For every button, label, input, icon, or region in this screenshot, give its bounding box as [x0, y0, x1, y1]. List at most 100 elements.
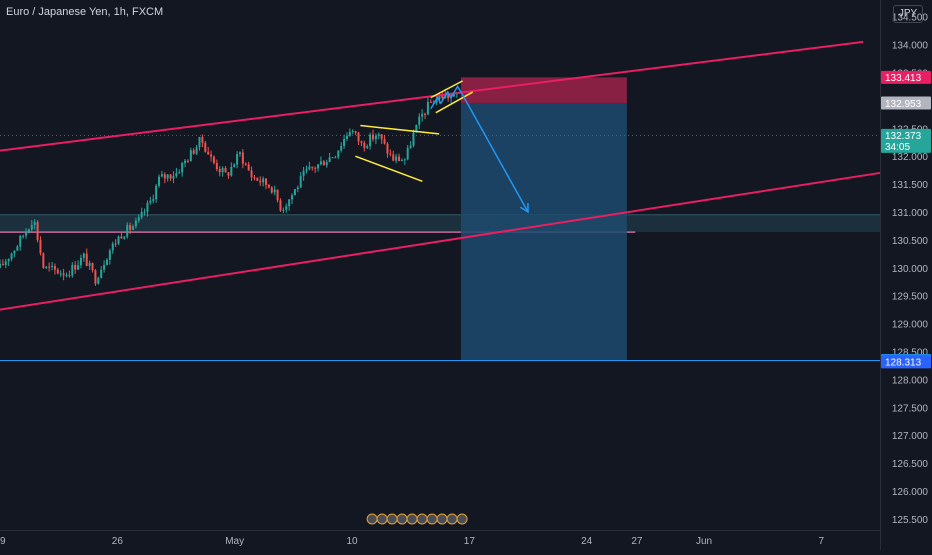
drawings-layer[interactable] [0, 40, 881, 311]
candle-body [114, 243, 117, 245]
candle-body [227, 172, 230, 176]
candle-body [103, 265, 106, 270]
wedge-lower-line[interactable] [435, 91, 474, 114]
symbol-title[interactable]: Euro / Japanese Yen, 1h, FXCM [6, 6, 164, 18]
economic-event-marker[interactable] [426, 513, 438, 525]
entry-level-badge [881, 96, 931, 110]
flag-lower-line[interactable] [355, 155, 423, 183]
price-tick-label: 130.500 [892, 236, 929, 247]
candle-body [36, 222, 39, 241]
economic-event-marker[interactable] [406, 513, 418, 525]
candle-body [62, 273, 65, 276]
candle-body [415, 124, 418, 133]
candle-body [189, 150, 192, 162]
economic-event-marker[interactable] [436, 513, 448, 525]
wedge-upper-line[interactable] [430, 80, 463, 99]
candle-body [421, 113, 424, 117]
price-tick-label: 130.000 [892, 264, 929, 275]
flag-upper-line[interactable] [360, 124, 440, 135]
candle-body [152, 199, 155, 201]
candle-body [247, 164, 250, 171]
candle-body [212, 156, 215, 164]
price-tick-label: 126.000 [892, 487, 929, 498]
candle-body [100, 269, 103, 279]
price-tick-label: 125.500 [892, 515, 929, 526]
economic-event-marker[interactable] [366, 513, 378, 525]
candle-body [435, 99, 438, 103]
candle-body [68, 275, 71, 277]
candle-body [395, 156, 398, 161]
candle-body [97, 278, 100, 284]
candles-layer [0, 88, 458, 286]
target-level-2-label: 128.313 [885, 358, 922, 369]
time-tick-label: 10 [346, 536, 358, 547]
candle-body [291, 195, 294, 200]
channel-lower-line[interactable] [0, 171, 881, 311]
time-tick-label: 27 [631, 536, 643, 547]
economic-event-marker[interactable] [386, 513, 398, 525]
candle-body [120, 236, 123, 239]
candle-body [406, 147, 409, 160]
candle-body [134, 220, 137, 227]
candle-body [334, 157, 337, 159]
candle-body [163, 174, 166, 179]
last-price-badge [881, 128, 931, 153]
candle-body [331, 157, 334, 159]
candle-body [317, 164, 320, 169]
candle-body [111, 243, 114, 251]
candle-body [314, 167, 317, 169]
take-profit-zone[interactable] [460, 103, 627, 361]
time-tick-label: 17 [464, 536, 476, 547]
candle-body [16, 246, 19, 251]
candle-body [345, 135, 348, 140]
economic-event-marker[interactable] [396, 513, 408, 525]
candle-body [348, 132, 351, 136]
time-axis-panel [0, 530, 880, 550]
candle-body [386, 143, 389, 154]
candle-body [282, 209, 285, 211]
candle-body [140, 211, 143, 218]
candle-body [65, 275, 68, 277]
candle-body [447, 93, 450, 99]
candle-body [210, 154, 213, 157]
target-level-2-badge [881, 355, 931, 369]
economic-event-marker[interactable] [416, 513, 428, 525]
price-axis[interactable]: 134.500134.000133.500133.000132.500132.0… [880, 0, 932, 550]
candle-body [380, 134, 383, 140]
candle-body [400, 160, 403, 162]
candle-body [7, 258, 10, 262]
support-zone [0, 214, 880, 233]
projection-arrow-head [519, 202, 529, 214]
economic-event-marker[interactable] [376, 513, 388, 525]
candle-body [88, 262, 91, 267]
candle-body [340, 145, 343, 151]
projection-arrow[interactable] [461, 94, 529, 213]
candle-body [267, 184, 270, 188]
events-markers[interactable] [366, 513, 468, 525]
time-axis[interactable]: 19 26 May 10 17 24 27 Jun 7 [0, 530, 880, 550]
candle-body [273, 189, 276, 193]
candle-body [233, 164, 236, 167]
candle-body [155, 185, 158, 200]
candle-body [10, 253, 13, 259]
candle-body [4, 261, 7, 266]
candle-body [132, 226, 135, 230]
candle-body [354, 131, 357, 133]
countdown-label: 34:05 [885, 142, 910, 153]
price-tick-label: 127.000 [892, 431, 929, 442]
currency-button[interactable]: JPY [893, 5, 923, 23]
candle-body [25, 231, 28, 236]
candle-body [30, 225, 33, 230]
candle-body [172, 176, 175, 179]
economic-event-marker[interactable] [456, 513, 468, 525]
candle-body [389, 153, 392, 155]
economic-event-marker[interactable] [446, 513, 458, 525]
candle-body [53, 266, 56, 270]
wedge-zigzag[interactable] [430, 85, 464, 110]
channel-upper-line[interactable] [0, 40, 864, 152]
candle-body [91, 262, 94, 271]
candle-body [374, 135, 377, 140]
